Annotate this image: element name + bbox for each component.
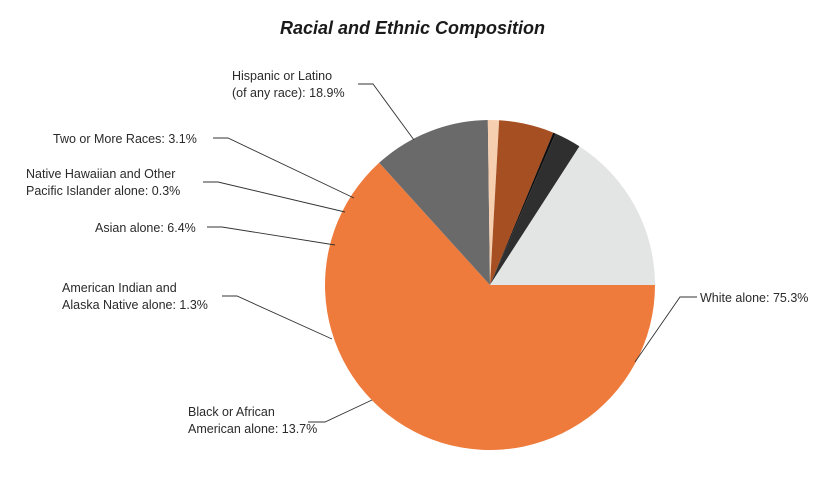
leader-line [203, 182, 345, 212]
leader-line [308, 400, 372, 422]
leader-line [222, 296, 332, 339]
leader-line [207, 227, 335, 245]
leader-line [358, 84, 414, 140]
leader-line [213, 138, 354, 198]
pie-chart: Racial and Ethnic Composition White alon… [0, 0, 825, 500]
slice-label: Native Hawaiian and Other Pacific Island… [26, 166, 180, 200]
slice-label: Two or More Races: 3.1% [53, 131, 197, 148]
slice-label: Black or African American alone: 13.7% [188, 404, 317, 438]
slice-label: American Indian and Alaska Native alone:… [62, 280, 208, 314]
pie-svg [0, 0, 825, 500]
slice-label: Asian alone: 6.4% [95, 220, 196, 237]
slice-label: White alone: 75.3% [700, 290, 808, 307]
slice-label: Hispanic or Latino (of any race): 18.9% [232, 68, 345, 102]
